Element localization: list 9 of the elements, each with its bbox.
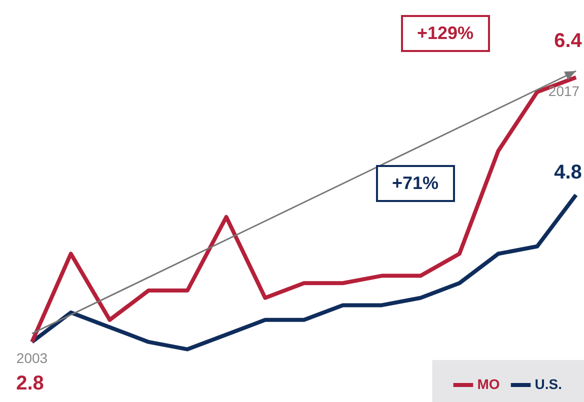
data-label: 2.8 (16, 372, 44, 394)
legend-label: MO (477, 376, 500, 392)
text: +129% (401, 15, 490, 52)
legend-label: U.S. (534, 376, 562, 392)
annotation: +71% (376, 164, 455, 202)
data-label: 6.4 (554, 30, 583, 52)
x-tick-label: 2017 (548, 83, 580, 100)
x-tick-label: 2003 (16, 350, 48, 366)
data-label: 4.8 (554, 161, 582, 184)
